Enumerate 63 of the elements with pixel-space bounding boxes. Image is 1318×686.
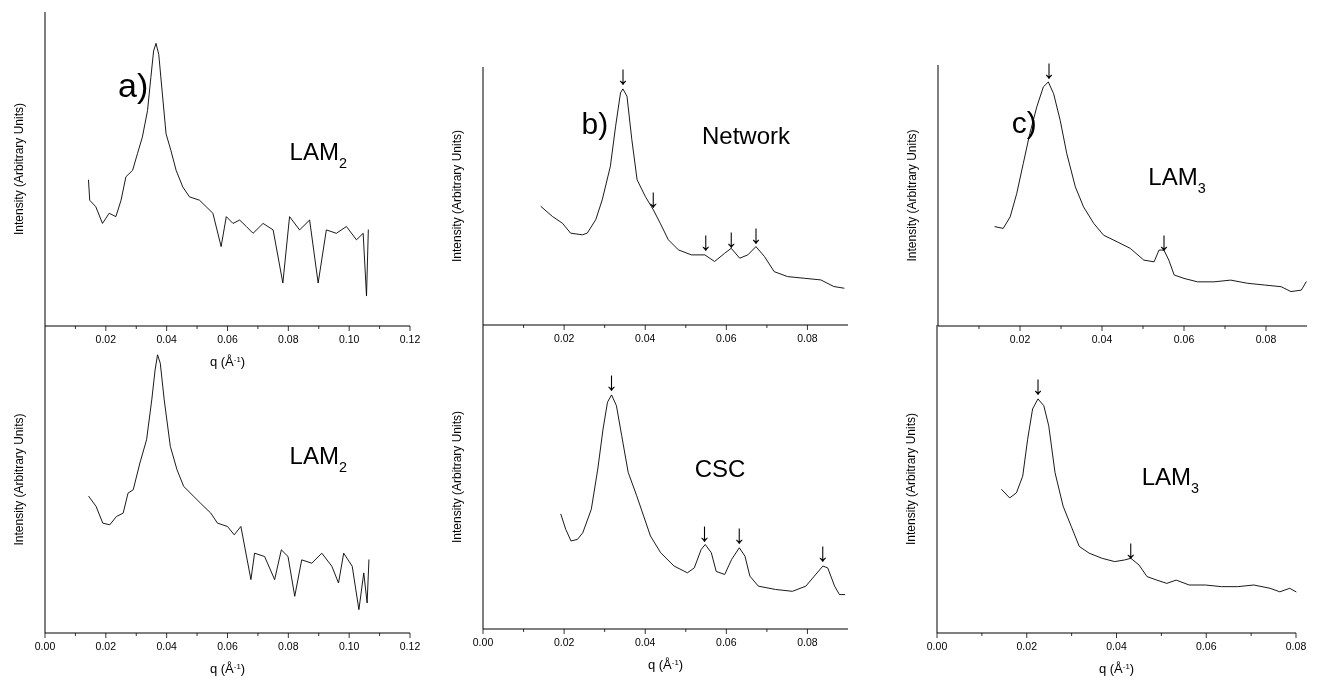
x-tick-label: 0.10 bbox=[338, 333, 360, 345]
x-tick-label: 0.04 bbox=[1106, 640, 1127, 652]
x-tick-label: 0.00 bbox=[34, 640, 56, 652]
x-axis-title: q (Å$^{-1}$) bbox=[1098, 661, 1135, 676]
x-tick-label: 0.10 bbox=[338, 640, 360, 652]
x-tick-label: 0.04 bbox=[635, 332, 656, 344]
x-tick-label: 0.06 bbox=[217, 640, 238, 652]
annotation: LAM$_{3}$ bbox=[1148, 163, 1206, 197]
x-tick-label: 0.08 bbox=[278, 640, 299, 652]
annotation: ↓ bbox=[749, 219, 763, 250]
annotation: LAM$_{3}$ bbox=[1141, 463, 1200, 497]
annotation: c) bbox=[1011, 105, 1037, 139]
annotation: CSC bbox=[694, 455, 746, 482]
annotation: a) bbox=[118, 65, 149, 104]
annotation: ↓ bbox=[605, 366, 619, 397]
annotation: Network bbox=[702, 122, 792, 150]
x-tick-label: 0.04 bbox=[635, 636, 656, 648]
x-tick-label: 0.06 bbox=[1173, 333, 1195, 345]
y-axis-title: Intensity (Arbitrary Units) bbox=[450, 410, 464, 544]
annotation: ↓ bbox=[646, 182, 660, 213]
annotation: ↓ bbox=[816, 537, 830, 568]
x-axis-title: q (Å$^{-1}$) bbox=[647, 657, 684, 672]
x-axis-title: q (Å$^{-1}$) bbox=[209, 354, 246, 369]
x-tick-label: 0.02 bbox=[553, 636, 575, 648]
y-axis-title: Intensity (Arbitrary Units) bbox=[905, 129, 919, 262]
annotation: LAM$_{2}$ bbox=[289, 137, 347, 171]
annotation: ↓ bbox=[616, 60, 630, 91]
x-tick-label: 0.02 bbox=[1016, 640, 1038, 652]
x-tick-label: 0.00 bbox=[926, 640, 948, 652]
x-tick-label: 0.08 bbox=[797, 332, 818, 344]
annotation: LAM$_{2}$ bbox=[289, 442, 347, 476]
y-axis-title: Intensity (Arbitrary Units) bbox=[12, 102, 26, 236]
x-tick-label: 0.12 bbox=[399, 333, 421, 345]
x-tick-label: 0.08 bbox=[278, 333, 299, 345]
x-tick-label: 0.04 bbox=[1091, 333, 1113, 345]
x-axis-title: q (Å$^{-1}$) bbox=[209, 661, 246, 676]
y-axis-title: Intensity (Arbitrary Units) bbox=[904, 412, 918, 546]
y-axis-title: Intensity (Arbitrary Units) bbox=[12, 413, 26, 546]
annotation: b) bbox=[581, 107, 609, 141]
x-tick-label: 0.06 bbox=[716, 636, 737, 648]
annotation: ↓ bbox=[724, 222, 738, 253]
x-tick-label: 0.06 bbox=[217, 333, 238, 345]
x-tick-label: 0.08 bbox=[1255, 333, 1277, 345]
annotation: ↓ bbox=[1157, 226, 1171, 257]
x-tick-label: 0.12 bbox=[399, 640, 421, 652]
x-tick-label: 0.04 bbox=[156, 333, 178, 345]
annotation: ↓ bbox=[697, 516, 711, 547]
annotation: ↓ bbox=[699, 225, 713, 256]
annotation: ↓ bbox=[1124, 534, 1138, 565]
x-tick-label: 0.00 bbox=[472, 636, 494, 648]
y-axis-title: Intensity (Arbitrary Units) bbox=[450, 129, 464, 263]
x-tick-label: 0.06 bbox=[716, 332, 737, 344]
x-tick-label: 0.06 bbox=[1196, 640, 1217, 652]
annotation: ↓ bbox=[1031, 370, 1045, 400]
x-tick-label: 0.02 bbox=[553, 332, 575, 344]
x-tick-label: 0.02 bbox=[95, 333, 117, 345]
x-tick-label: 0.08 bbox=[1285, 640, 1307, 652]
annotation: ↓ bbox=[732, 519, 746, 550]
x-tick-label: 0.02 bbox=[1009, 333, 1031, 345]
x-tick-label: 0.04 bbox=[156, 640, 178, 652]
annotation: ↓ bbox=[1042, 53, 1056, 84]
x-tick-label: 0.08 bbox=[797, 636, 818, 648]
x-tick-label: 0.02 bbox=[95, 640, 117, 652]
